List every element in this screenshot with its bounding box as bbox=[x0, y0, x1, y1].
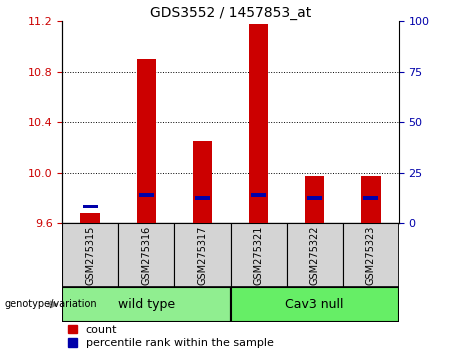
Legend: count, percentile rank within the sample: count, percentile rank within the sample bbox=[68, 325, 273, 348]
Bar bbox=[343, 223, 399, 287]
Bar bbox=[287, 223, 343, 287]
Bar bbox=[305, 176, 325, 223]
Bar bbox=[230, 287, 399, 322]
Text: wild type: wild type bbox=[118, 298, 175, 311]
Text: GSM275317: GSM275317 bbox=[197, 225, 207, 285]
Bar bbox=[174, 223, 230, 287]
Text: genotype/variation: genotype/variation bbox=[5, 299, 97, 309]
Text: GSM275321: GSM275321 bbox=[254, 225, 264, 285]
Bar bbox=[361, 176, 380, 223]
Text: GSM275316: GSM275316 bbox=[142, 225, 151, 285]
Bar bbox=[230, 223, 287, 287]
Text: GSM275323: GSM275323 bbox=[366, 225, 376, 285]
Bar bbox=[136, 59, 156, 223]
Bar bbox=[307, 196, 322, 200]
Bar bbox=[62, 223, 118, 287]
Bar bbox=[363, 196, 378, 200]
Text: GSM275322: GSM275322 bbox=[310, 225, 319, 285]
Bar bbox=[251, 193, 266, 197]
Bar bbox=[118, 223, 174, 287]
Bar bbox=[249, 24, 268, 223]
Text: Cav3 null: Cav3 null bbox=[285, 298, 344, 311]
Bar bbox=[62, 287, 230, 322]
Bar bbox=[193, 141, 212, 223]
Bar bbox=[195, 196, 210, 200]
Bar bbox=[81, 213, 100, 223]
Bar bbox=[83, 205, 98, 209]
Text: GSM275315: GSM275315 bbox=[85, 225, 95, 285]
Bar bbox=[139, 193, 154, 197]
Title: GDS3552 / 1457853_at: GDS3552 / 1457853_at bbox=[150, 6, 311, 20]
